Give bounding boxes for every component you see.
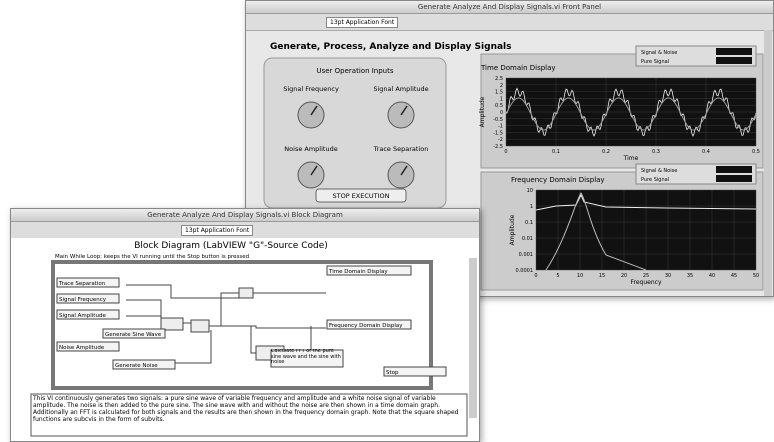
legend-swatch — [716, 166, 752, 173]
legend-entry: Signal & Noise — [641, 50, 677, 56]
legend-swatch — [716, 175, 752, 182]
x-tick-label: 0.5 — [752, 149, 760, 155]
y-axis-label: Amplitude — [509, 214, 516, 245]
x-tick-label: 0.3 — [652, 149, 660, 155]
graph-title: Frequency Domain Display — [511, 176, 605, 184]
description: This VI continuously generates two signa… — [33, 395, 465, 435]
block-diagram-window: Generate Analyze And Display Signals.vi … — [10, 208, 480, 442]
y-tick-label: -1.5 — [493, 130, 503, 136]
x-tick-label: 10 — [577, 273, 583, 279]
cluster-heading: User Operation Inputs — [316, 67, 393, 75]
knob-label: Signal Amplitude — [373, 85, 428, 93]
legend-entry: Signal & Noise — [641, 168, 677, 174]
y-tick-label: 0.5 — [495, 103, 503, 109]
legend-swatch — [716, 57, 752, 64]
page: Generate Analyze And Display Signals.vi … — [0, 0, 774, 440]
x-axis-label: Frequency — [631, 279, 662, 286]
y-tick-label: -2.5 — [493, 144, 503, 150]
description-text: This VI continuously generates two signa… — [33, 395, 465, 423]
y-tick-label: -2 — [498, 137, 503, 143]
diagram-heading: Block Diagram (LabVIEW "G"-Source Code) — [134, 241, 328, 251]
toolbar: 13pt Application Font — [246, 14, 773, 31]
y-tick-label: 2.5 — [495, 76, 503, 82]
x-tick-label: 35 — [687, 273, 693, 279]
scrollbar[interactable] — [469, 258, 477, 418]
x-tick-label: 0.4 — [702, 149, 710, 155]
graph-title: Time Domain Display — [480, 64, 556, 72]
y-axis-label: Amplitude — [479, 96, 486, 127]
knob-label: Signal Frequency — [283, 85, 339, 93]
x-axis-label: Time — [623, 155, 639, 162]
legend-swatch — [716, 48, 752, 55]
window-title: Generate Analyze And Display Signals.vi … — [246, 1, 773, 14]
font-selector[interactable]: 13pt Application Font — [181, 225, 253, 236]
node-label: Frequency Domain Display — [329, 323, 403, 329]
x-tick-label: 5 — [556, 273, 559, 279]
panel-title: Generate, Process, Analyze and Display S… — [270, 42, 512, 52]
node-label: Signal Amplitude — [59, 313, 106, 319]
x-tick-label: 50 — [753, 273, 759, 279]
node-label: Generate Sine Wave — [105, 332, 162, 338]
legend-entry: Pure Signal — [641, 59, 669, 65]
y-tick-label: 1.5 — [495, 90, 503, 96]
y-tick-label: 1 — [530, 204, 533, 210]
node-label: Trace Separation — [58, 281, 106, 287]
x-tick-label: 45 — [731, 273, 737, 279]
y-tick-label: 0.01 — [522, 236, 533, 242]
node-label: Time Domain Display — [328, 269, 388, 275]
controls-cluster — [264, 58, 446, 208]
x-tick-label: 15 — [599, 273, 605, 279]
node-label: Noise Amplitude — [59, 345, 105, 351]
node-label: Stop — [386, 370, 399, 376]
node-label: Signal Frequency — [59, 297, 107, 303]
y-tick-label: 1 — [500, 96, 503, 102]
x-tick-label: 0 — [504, 149, 507, 155]
block-diagram: Block Diagram (LabVIEW "G"-Source Code) M… — [11, 238, 479, 441]
node-text: Calculate FFT of the pure sine wave and … — [271, 349, 343, 366]
x-tick-label: 40 — [709, 273, 715, 279]
x-tick-label: 0.2 — [602, 149, 610, 155]
knob-label: Noise Amplitude — [284, 145, 337, 153]
y-tick-label: 0.0001 — [516, 268, 534, 274]
toolbar: 13pt Application Font — [11, 222, 479, 239]
y-tick-label: 0.1 — [525, 220, 533, 226]
font-selector[interactable]: 13pt Application Font — [326, 17, 398, 28]
node-label: Calculate FFT of the pure sine wave and … — [271, 349, 343, 367]
y-tick-label: 0 — [500, 110, 503, 116]
window-title: Generate Analyze And Display Signals.vi … — [11, 209, 479, 222]
y-tick-label: 10 — [527, 188, 533, 194]
y-tick-label: -1 — [498, 124, 503, 130]
x-tick-label: 0 — [534, 273, 537, 279]
node-label: Generate Noise — [115, 363, 158, 369]
loop-label: Main While Loop: keeps the VI running un… — [55, 254, 249, 260]
x-tick-label: 30 — [665, 273, 671, 279]
y-tick-label: -0.5 — [493, 117, 503, 123]
x-tick-label: 20 — [621, 273, 627, 279]
stop-label: STOP EXECUTION — [332, 192, 389, 200]
y-tick-label: 0.001 — [519, 252, 533, 258]
legend-entry: Pure Signal — [641, 177, 669, 183]
y-tick-label: 2 — [500, 83, 503, 89]
x-tick-label: 0.1 — [552, 149, 560, 155]
knob-label: Trace Separation — [373, 145, 429, 153]
scrollbar[interactable] — [764, 30, 772, 296]
